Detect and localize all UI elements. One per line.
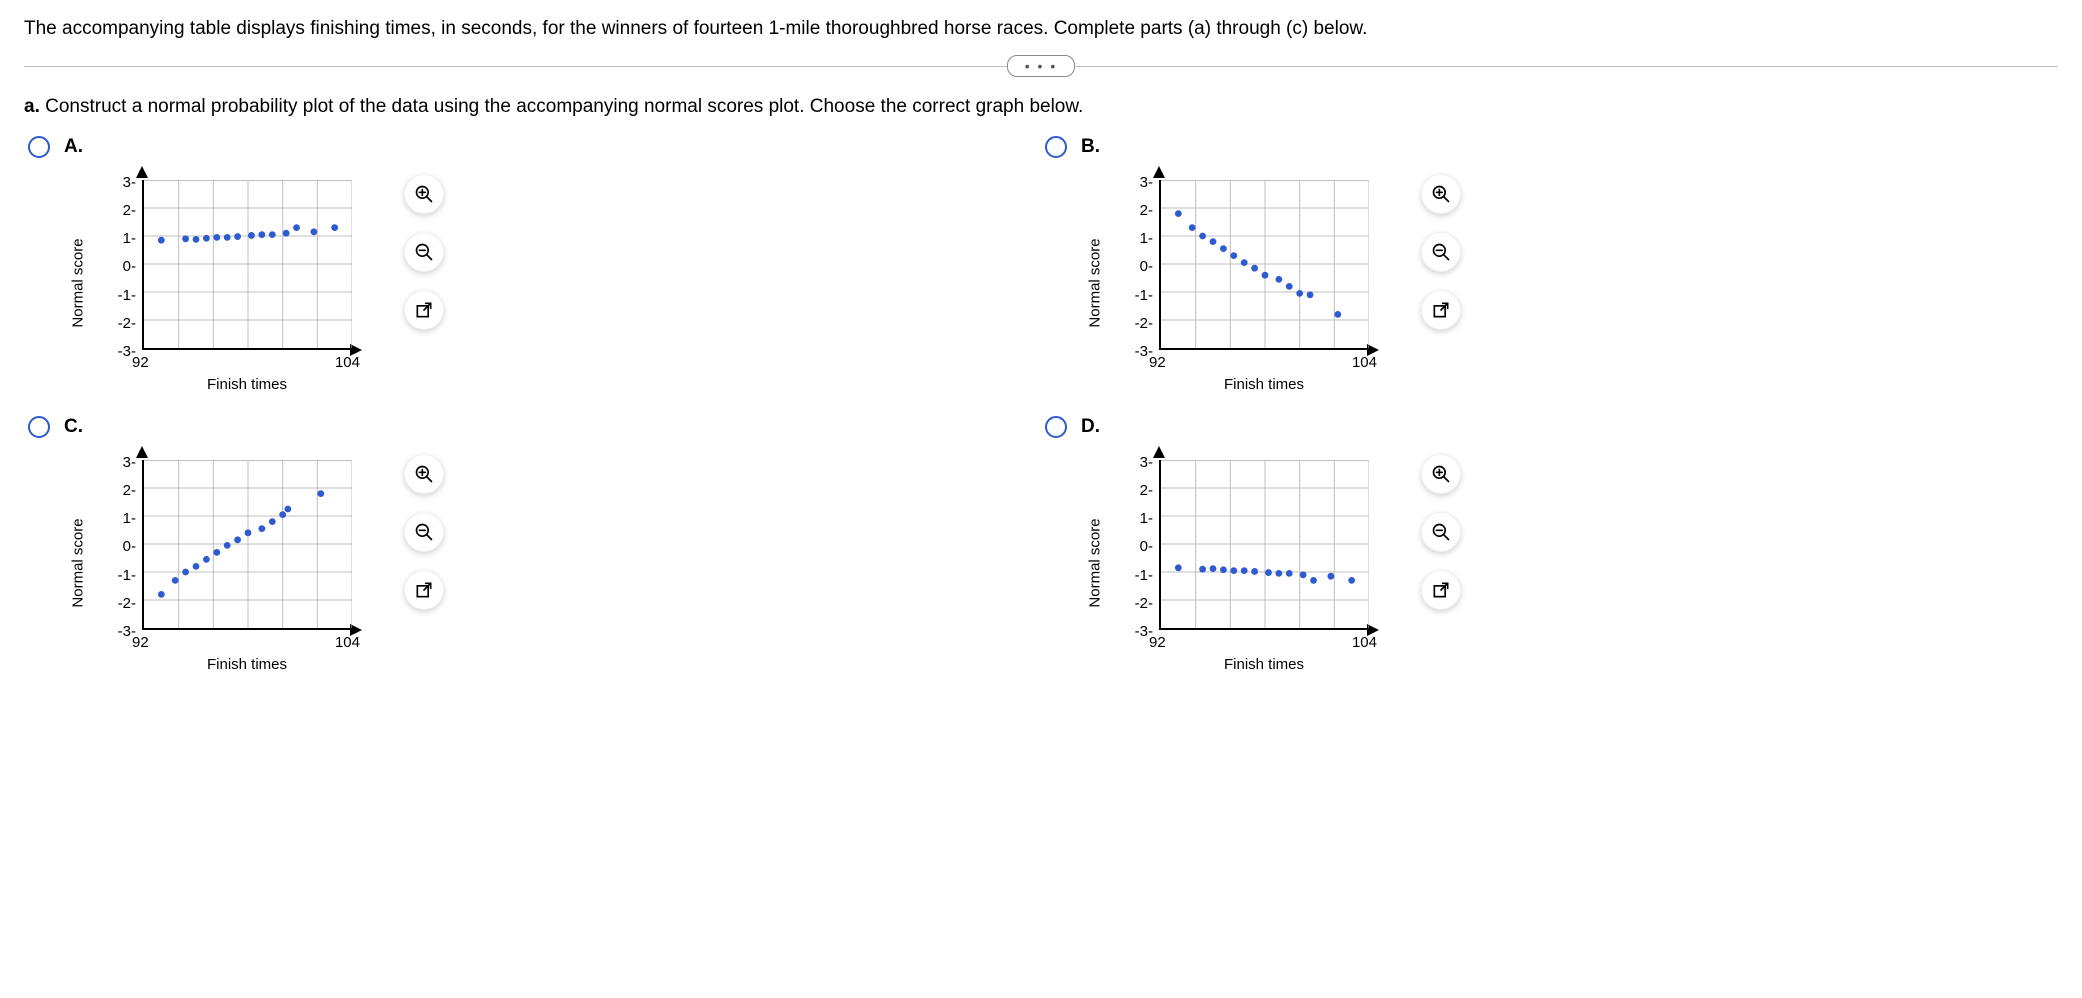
y-axis-ticks: 3-2-1-0--1--2--3-	[108, 456, 136, 638]
zoom-in-button[interactable]	[1421, 454, 1461, 494]
part-a-letter: a.	[24, 96, 40, 117]
option-B-label: B.	[1081, 136, 1107, 158]
question-intro: The accompanying table displays finishin…	[24, 18, 2058, 40]
zoom-in-icon	[414, 184, 434, 204]
more-pill-button[interactable]: • • •	[1007, 55, 1075, 77]
y-axis-ticks: 3-2-1-0--1--2--3-	[1125, 456, 1153, 638]
plot-area	[1159, 460, 1369, 630]
y-axis-arrow-icon	[1153, 446, 1165, 458]
question-page: The accompanying table displays finishin…	[0, 0, 2082, 706]
plot-area	[142, 460, 352, 630]
y-axis-arrow-icon	[1153, 166, 1165, 178]
zoom-in-button[interactable]	[404, 174, 444, 214]
zoom-in-icon	[1431, 464, 1451, 484]
popout-icon	[1431, 300, 1451, 320]
option-A-radio[interactable]	[28, 136, 50, 158]
plot-area	[1159, 180, 1369, 350]
y-axis-ticks: 3-2-1-0--1--2--3-	[108, 176, 136, 358]
zoom-out-icon	[414, 242, 434, 262]
y-axis-label: Normal score	[70, 518, 87, 607]
x-axis-label: Finish times	[1159, 656, 1369, 673]
popout-button[interactable]	[1421, 290, 1461, 330]
part-a: a. Construct a normal probability plot o…	[24, 96, 2058, 118]
zoom-out-button[interactable]	[404, 512, 444, 552]
option-B: B. Normal score3-2-1-0--1--2--3-92104Fini…	[1041, 134, 2058, 396]
y-axis-arrow-icon	[136, 166, 148, 178]
part-a-prompt: Construct a normal probability plot of t…	[45, 96, 1083, 117]
zoom-out-icon	[414, 522, 434, 542]
y-axis-label: Normal score	[70, 238, 87, 327]
zoom-out-button[interactable]	[404, 232, 444, 272]
chart-C: Normal score3-2-1-0--1--2--3-92104Finish…	[84, 450, 376, 676]
option-D-radio[interactable]	[1045, 416, 1067, 438]
option-D: D. Normal score3-2-1-0--1--2--3-92104Fini…	[1041, 414, 2058, 676]
x-axis-label: Finish times	[142, 656, 352, 673]
option-C: C. Normal score3-2-1-0--1--2--3-92104Fini…	[24, 414, 1041, 676]
y-axis-arrow-icon	[136, 446, 148, 458]
x-axis-label: Finish times	[142, 376, 352, 393]
chart-toolbar	[1421, 454, 1461, 610]
zoom-out-button[interactable]	[1421, 232, 1461, 272]
plot-area	[142, 180, 352, 350]
popout-icon	[1431, 580, 1451, 600]
zoom-out-icon	[1431, 522, 1451, 542]
option-A-chart-block: Normal score3-2-1-0--1--2--3-92104Finish…	[84, 170, 444, 396]
zoom-in-button[interactable]	[1421, 174, 1461, 214]
option-C-label: C.	[64, 416, 90, 438]
popout-icon	[414, 300, 434, 320]
y-axis-ticks: 3-2-1-0--1--2--3-	[1125, 176, 1153, 358]
chart-A: Normal score3-2-1-0--1--2--3-92104Finish…	[84, 170, 376, 396]
y-axis-label: Normal score	[1087, 518, 1104, 607]
option-C-radio[interactable]	[28, 416, 50, 438]
divider-row: • • •	[24, 54, 2058, 78]
option-A-label: A.	[64, 136, 90, 158]
popout-button[interactable]	[1421, 570, 1461, 610]
chart-B: Normal score3-2-1-0--1--2--3-92104Finish…	[1101, 170, 1393, 396]
option-D-label: D.	[1081, 416, 1107, 438]
option-D-chart-block: Normal score3-2-1-0--1--2--3-92104Finish…	[1101, 450, 1461, 676]
option-A: A. Normal score3-2-1-0--1--2--3-92104Fini…	[24, 134, 1041, 396]
popout-button[interactable]	[404, 290, 444, 330]
option-B-chart-block: Normal score3-2-1-0--1--2--3-92104Finish…	[1101, 170, 1461, 396]
zoom-out-icon	[1431, 242, 1451, 262]
chart-toolbar	[404, 454, 444, 610]
option-B-radio[interactable]	[1045, 136, 1067, 158]
zoom-in-icon	[1431, 184, 1451, 204]
popout-button[interactable]	[404, 570, 444, 610]
x-axis-label: Finish times	[1159, 376, 1369, 393]
chart-toolbar	[404, 174, 444, 330]
zoom-in-icon	[414, 464, 434, 484]
options-grid: A. Normal score3-2-1-0--1--2--3-92104Fini…	[24, 134, 2058, 676]
chart-D: Normal score3-2-1-0--1--2--3-92104Finish…	[1101, 450, 1393, 676]
popout-icon	[414, 580, 434, 600]
zoom-out-button[interactable]	[1421, 512, 1461, 552]
chart-toolbar	[1421, 174, 1461, 330]
y-axis-label: Normal score	[1087, 238, 1104, 327]
zoom-in-button[interactable]	[404, 454, 444, 494]
option-C-chart-block: Normal score3-2-1-0--1--2--3-92104Finish…	[84, 450, 444, 676]
